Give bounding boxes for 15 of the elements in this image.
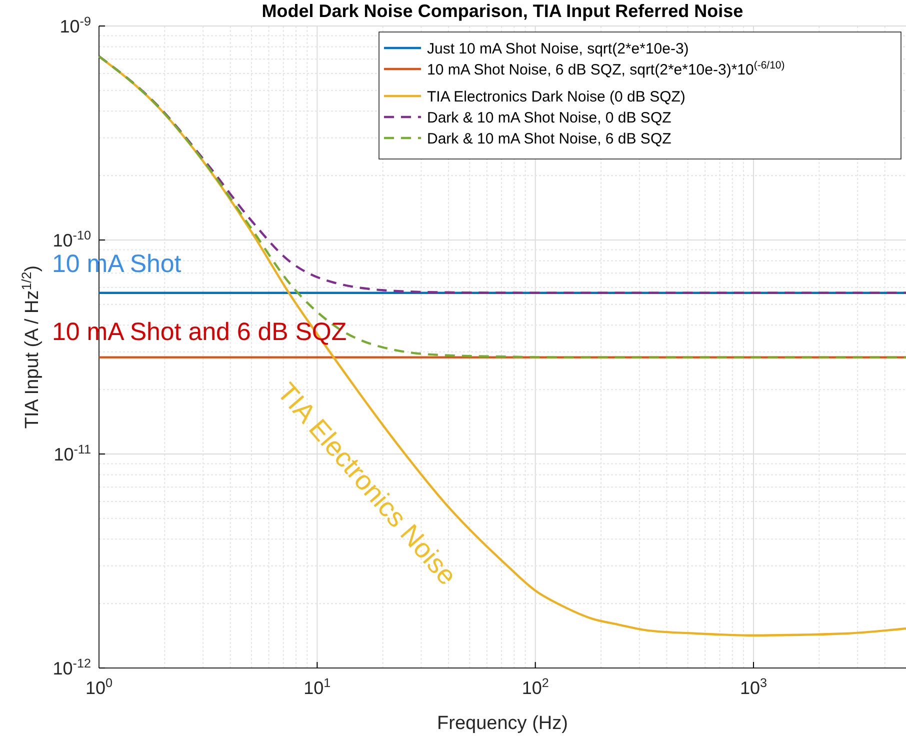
x-tick-label: 10$^{1}$ [304, 676, 331, 698]
x-tick-label: 10$^{3}$ [740, 676, 768, 698]
y-tick-label: 10$^{-10}$ [52, 228, 91, 250]
y-tick-label: 10$^{-9}$ [60, 14, 91, 36]
legend-label: TIA Electronics Dark Noise (0 dB SQZ) [427, 88, 686, 106]
x-tick-label: 10$^{2}$ [522, 676, 549, 698]
y-tick-label: 10$^{-11}$ [54, 442, 91, 464]
y-tick-label: 10$^{-12}$ [52, 656, 91, 678]
legend-label: Dark & 10 mA Shot Noise, 6 dB SQZ [427, 130, 672, 148]
x-axis-title: Frequency (Hz) [437, 713, 568, 734]
legend-label: Just 10 mA Shot Noise, sqrt(2*e*10e-3) [427, 40, 689, 58]
legend-label: Dark & 10 mA Shot Noise, 0 dB SQZ [427, 109, 672, 126]
legend-label: 10 mA Shot Noise, 6 dB SQZ, sqrt(2*e*10e-3)*10$^{(-6/10)}$ [427, 59, 785, 78]
chart-title: Model Dark Noise Comparison, TIA Input Referred Noise [262, 1, 744, 21]
x-tick-label: 10$^{0}$ [85, 676, 113, 698]
